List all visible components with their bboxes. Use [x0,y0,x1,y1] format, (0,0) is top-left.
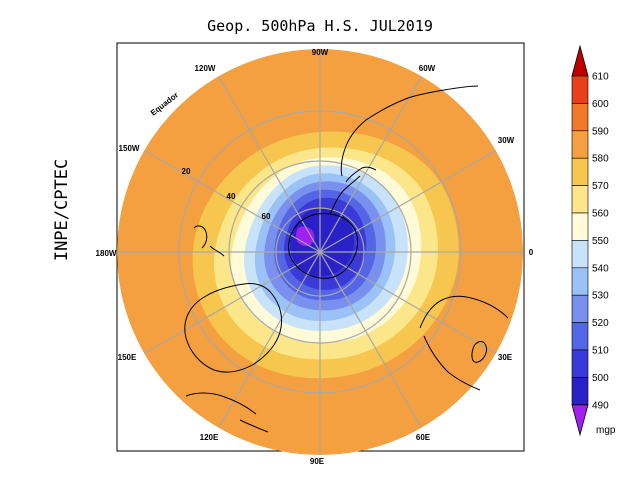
latitude-label-40: 40 [227,192,236,201]
meridian-150e [143,251,321,355]
meridian-60w [319,75,423,253]
colorbar-segment [571,267,589,296]
antarctic-peninsula [329,175,361,215]
colorbar-min-arrow [571,404,589,437]
colorbar-tick-label: 520 [592,318,609,329]
colorbar-tick-label: 540 [592,263,609,274]
colorbar-segment [571,240,589,269]
colorbar-segment [571,75,589,104]
label-0: 0 [529,248,534,257]
polar-map [117,49,523,455]
latitude-label-60: 60 [262,212,271,221]
longitude-labels: 90W 120W 150W 180W 150E 120E 90E 60E 30E… [96,48,534,466]
colorbar-segment [571,157,589,186]
label-150e: 150E [118,353,137,362]
meridian-120e [217,251,321,429]
graticule [117,49,523,455]
label-150w: 150W [119,144,140,153]
field-490-500 [289,207,354,277]
colorbar-segment [571,294,589,323]
label-180w: 180W [96,249,117,258]
africa-coast [419,295,509,391]
label-60e: 60E [416,433,431,442]
institution-label: INPE/CPTEC [52,159,72,261]
colorbar-segment [571,103,589,132]
latitude-label-20: 20 [182,167,191,176]
meridian-30e [319,251,497,355]
colorbar-segment [571,185,589,214]
meridian-60e [319,251,423,429]
colorbar-tick-label: 560 [592,209,609,220]
label-60w: 60W [419,64,436,73]
colorbar-tick-label: 610 [592,72,609,83]
colorbar-segment [571,349,589,378]
meridian-30w [319,149,497,253]
colorbar-segment [571,130,589,159]
label-120e: 120E [200,433,219,442]
colorbar-tick-label: 510 [592,346,609,357]
colorbar-segment [571,322,589,351]
label-90e: 90E [310,457,325,466]
colorbar-tick-label: 550 [592,236,609,247]
colorbar-tick-label: 530 [592,291,609,302]
colorbar-tick-label: 580 [592,154,609,165]
colorbar: 610 600 590 580 570 560 550 540 530 520 510 500 490 m… [571,44,616,437]
south-america-coast [340,85,479,183]
colorbar-tick-label: 500 [592,373,609,384]
colorbar-tick-label: 600 [592,99,609,110]
colorbar-unit: mgp [596,425,616,436]
meridian-120w [217,75,321,253]
label-120w: 120W [195,64,216,73]
colorbar-max-arrow [571,44,589,77]
southeast-asia-coast [185,392,269,433]
label-30w: 30W [498,136,515,145]
coastlines [184,85,509,433]
figure-title: Geop. 500hPa H.S. JUL2019 [207,17,433,35]
madagascar [471,341,487,363]
colorbar-tick-label: 570 [592,181,609,192]
latitude-labels: 20 40 60 [182,167,271,221]
colorbar-segment [571,212,589,241]
new-zealand [193,225,225,257]
colorbar-tick-label: 590 [592,126,609,137]
australia-coast [184,283,283,373]
label-90w: 90W [312,48,329,57]
colorbar-tick-label: 490 [592,400,609,411]
colorbar-segment [571,377,589,406]
label-30e: 30E [498,353,513,362]
